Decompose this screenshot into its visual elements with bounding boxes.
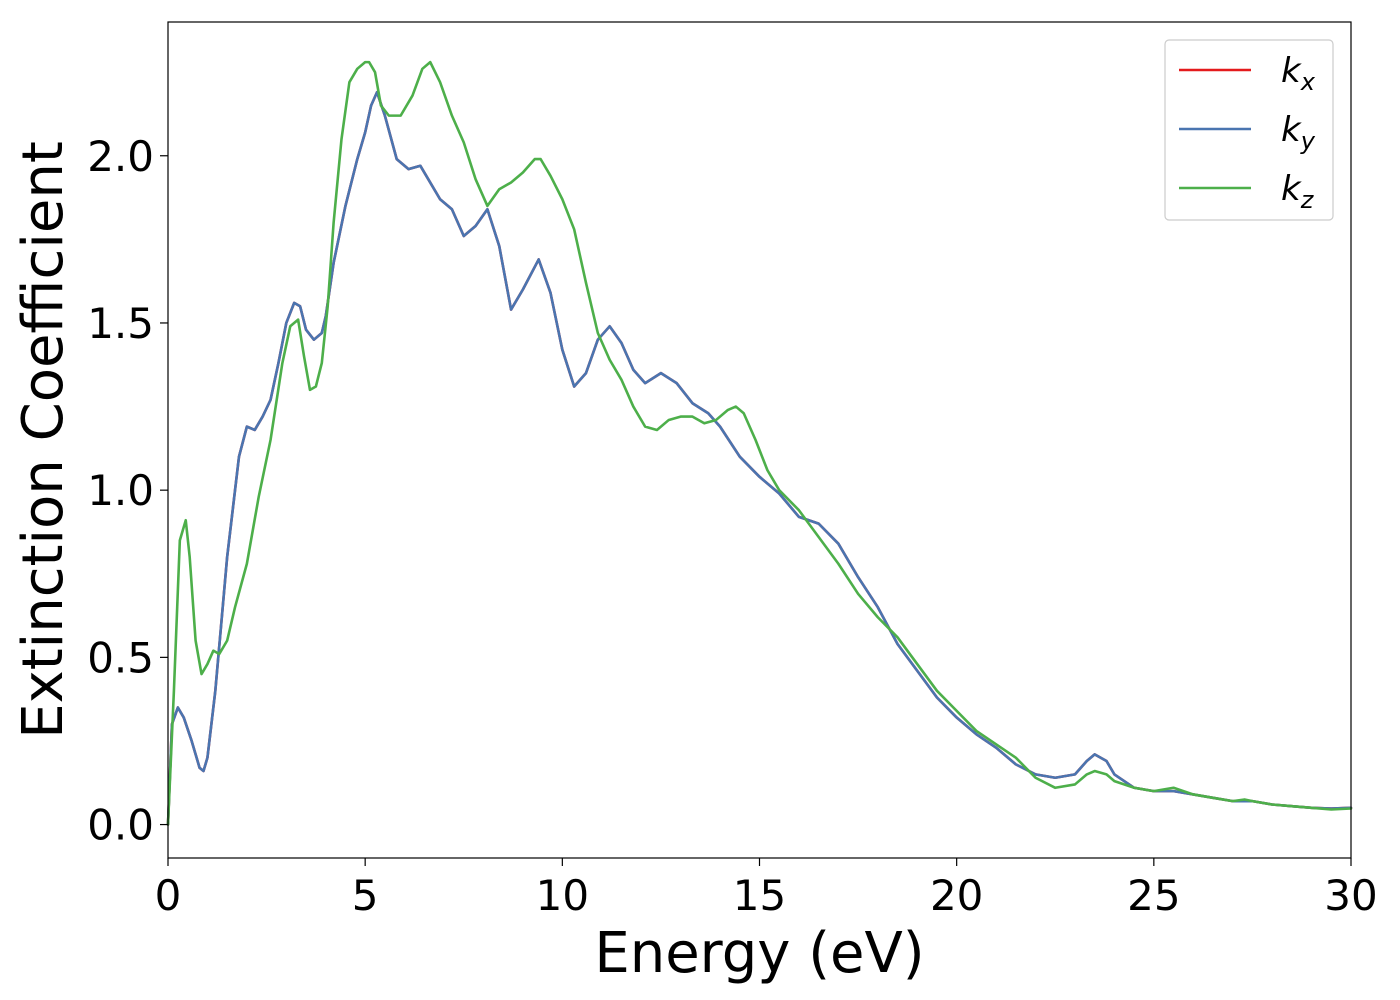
x-tick-label: 20 bbox=[930, 871, 983, 920]
legend-label-kz: kz bbox=[1281, 169, 1315, 214]
y-tick-label: 0.0 bbox=[87, 801, 154, 850]
y-tick-label: 0.5 bbox=[87, 633, 154, 682]
x-axis-ticks: 0 5 10 15 20 25 30 bbox=[155, 858, 1378, 920]
x-tick-label: 15 bbox=[733, 871, 786, 920]
series-line-kz bbox=[166, 60, 1353, 826]
x-tick-label: 5 bbox=[352, 871, 379, 920]
x-axis-label: Energy (eV) bbox=[594, 921, 924, 986]
y-axis-label: Extinction Coefficient bbox=[11, 141, 76, 739]
legend: kx ky kz bbox=[1164, 39, 1334, 221]
series-layer bbox=[166, 60, 1353, 826]
x-tick-label: 25 bbox=[1127, 871, 1180, 920]
x-tick-label: 30 bbox=[1324, 871, 1377, 920]
y-tick-label: 1.0 bbox=[87, 466, 154, 515]
y-tick-label: 2.0 bbox=[87, 132, 154, 181]
plot-background bbox=[168, 22, 1351, 858]
y-tick-label: 1.5 bbox=[87, 299, 154, 348]
x-tick-label: 0 bbox=[155, 871, 182, 920]
series-line-ky bbox=[166, 90, 1353, 826]
x-tick-label: 10 bbox=[536, 871, 589, 920]
y-axis-ticks: 0.0 0.5 1.0 1.5 2.0 bbox=[87, 132, 168, 850]
legend-label-ky: ky bbox=[1281, 110, 1316, 155]
legend-label-kx: kx bbox=[1281, 51, 1316, 96]
